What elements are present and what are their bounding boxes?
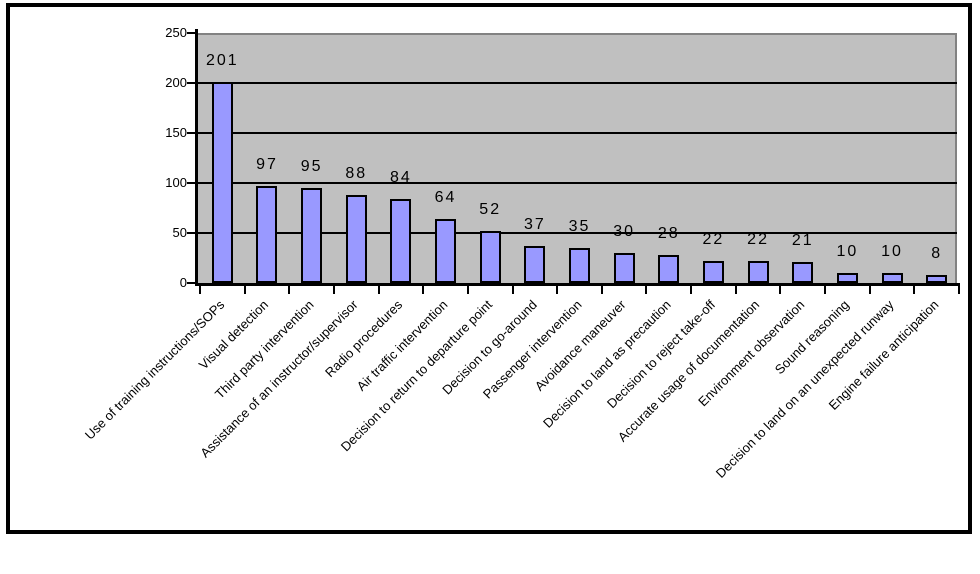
bar-value-label-11: 22 (702, 231, 725, 248)
x-tick-13 (779, 286, 782, 294)
bar-4 (390, 199, 412, 283)
bar-value-label-5: 64 (434, 189, 457, 206)
bar-1 (256, 186, 278, 283)
bar-3 (345, 195, 367, 283)
x-tick-4 (377, 286, 380, 294)
x-tick-2 (288, 286, 291, 294)
bar-10 (658, 255, 680, 283)
gridline-100 (198, 182, 957, 184)
bar-14 (836, 273, 858, 283)
bar-value-label-15: 10 (881, 243, 903, 260)
y-tick-label-0: 0 (179, 275, 187, 290)
category-label-3: Assistance of an instructor/supervisor (197, 297, 361, 461)
bar-15 (881, 273, 903, 283)
y-tick-250 (187, 32, 196, 34)
x-tick-7 (511, 286, 514, 294)
y-tick-label-50: 50 (172, 225, 187, 240)
y-tick-label-100: 100 (165, 175, 187, 190)
y-tick-label-250: 250 (165, 25, 187, 40)
y-axis (195, 29, 198, 286)
bar-7 (524, 246, 546, 283)
y-tick-200 (187, 82, 196, 84)
bar-value-label-6: 52 (479, 201, 502, 218)
x-tick-6 (466, 286, 469, 294)
bar-value-label-10: 28 (657, 225, 680, 242)
x-tick-1 (243, 286, 246, 294)
x-tick-3 (332, 286, 335, 294)
bar-value-label-2: 95 (300, 158, 323, 175)
x-tick-9 (600, 286, 603, 294)
y-tick-100 (187, 182, 196, 184)
y-tick-label-200: 200 (165, 75, 187, 90)
x-tick-8 (556, 286, 559, 294)
bar-2 (301, 188, 323, 283)
bar-value-label-9: 30 (613, 223, 636, 240)
gridline-200 (198, 82, 957, 84)
x-tick-14 (824, 286, 827, 294)
bar-value-label-4: 84 (390, 169, 412, 186)
bar-value-label-16: 8 (931, 245, 943, 262)
y-tick-150 (187, 132, 196, 134)
bar-value-label-7: 37 (523, 216, 546, 233)
bar-6 (479, 231, 501, 283)
bar-0 (211, 82, 233, 283)
bar-8 (569, 248, 590, 283)
bar-11 (702, 261, 724, 283)
x-axis (195, 283, 960, 286)
gridline-150 (198, 132, 957, 134)
bar-value-label-0: 201 (205, 52, 239, 69)
bar-9 (613, 253, 635, 283)
x-tick-0 (199, 286, 201, 294)
x-tick-5 (422, 286, 425, 294)
gridline-50 (198, 232, 957, 234)
x-tick-10 (645, 286, 648, 294)
bar-value-label-12: 22 (747, 231, 769, 248)
y-tick-50 (187, 232, 196, 234)
x-tick-11 (690, 286, 693, 294)
x-tick-17 (958, 286, 960, 294)
x-tick-15 (868, 286, 871, 294)
bar-12 (747, 261, 769, 283)
y-tick-label-150: 150 (165, 125, 187, 140)
bar-value-label-14: 10 (836, 243, 859, 260)
x-tick-16 (913, 286, 916, 294)
category-label-4: Radio procedures (322, 297, 406, 381)
bar-value-label-8: 35 (568, 218, 591, 235)
bar-13 (792, 262, 814, 283)
plot-area (198, 33, 957, 283)
bar-value-label-13: 21 (791, 232, 814, 249)
bar-16 (926, 275, 948, 283)
bar-5 (435, 219, 457, 283)
bar-value-label-1: 97 (256, 156, 278, 173)
bar-value-label-3: 88 (345, 165, 368, 182)
y-tick-0 (187, 282, 196, 284)
x-tick-12 (734, 286, 737, 294)
